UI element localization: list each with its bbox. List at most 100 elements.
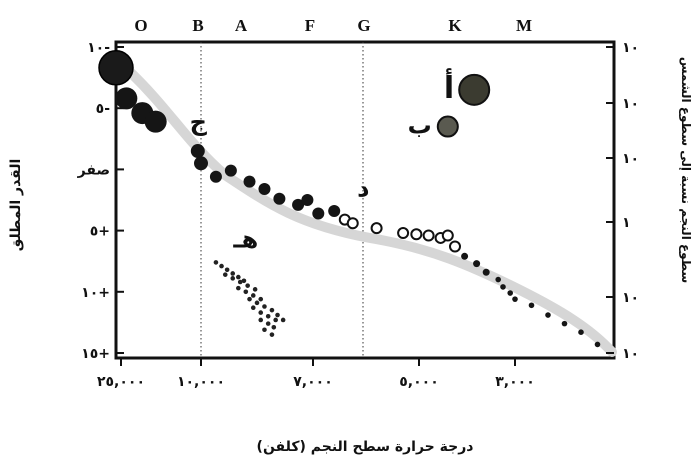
main-sequence-star [312,207,325,220]
white-dwarf-point [269,307,275,313]
white-dwarf-point [250,293,256,298]
region-label: د [357,174,369,202]
main-sequence-star [594,341,601,348]
white-dwarf-point [269,332,275,337]
giant-star [458,73,491,106]
white-dwarf-point [258,296,264,302]
x-tick-label: ٣,٠٠٠ [495,374,535,390]
white-dwarf-point [237,279,243,285]
white-dwarf-point [245,283,250,288]
main-sequence-star [258,182,271,195]
main-sequence-star [507,290,513,296]
region-label: ج [190,108,208,136]
left-tick-label: ٥+ [90,224,110,240]
white-dwarf-point [213,260,219,265]
main-sequence-star [397,227,410,240]
white-dwarf-point [280,317,286,323]
right-axis-title: سطوع النجم نسبة إلى سطوع الشمس [678,57,693,283]
main-sequence-star [449,240,461,253]
main-sequence-star [512,296,518,302]
spectral-class-k: K [448,16,462,35]
spectral-class-g: G [357,16,370,35]
main-sequence-star [500,284,506,290]
main-sequence-star [115,87,138,110]
main-sequence-star [473,260,481,268]
white-dwarf-point [254,300,260,306]
white-dwarf-point [265,313,271,319]
main-sequence-star [346,217,359,230]
white-dwarf-point [250,305,256,311]
main-sequence-star [495,276,502,283]
main-sequence-star [144,110,167,133]
white-dwarf-point [236,274,241,280]
main-sequence-star [224,164,237,177]
spectral-class-m: M [516,16,532,35]
right-tick-label: ١٠ [622,40,639,56]
white-dwarf-point [230,271,236,276]
giant-star-label: ب [408,112,432,140]
white-dwarf-point [252,287,258,292]
spectral-class-f: F [305,16,315,35]
main-sequence-star [482,268,490,276]
white-dwarf-point [262,327,267,333]
white-dwarf-point [222,272,228,277]
x-axis-title: درجة حرارة سطح النجم (كلفن) [257,439,474,455]
left-axis-title: القدر المطلق [8,159,24,252]
main-sequence-star [301,194,314,206]
white-dwarf-point [224,267,230,273]
spectral-class-o: O [134,16,147,35]
spectral-class-a: A [235,16,248,35]
right-tick-label: ١٠ [622,151,639,167]
left-tick-label: ١٠+ [81,285,110,301]
main-sequence-star [98,50,134,86]
main-sequence-star [273,192,286,205]
left-tick-label: ١٠- [87,40,110,56]
main-sequence-star [422,229,435,242]
white-dwarf-point [258,317,264,323]
x-tick-label: ٧,٠٠٠ [293,374,333,390]
main-sequence-band [123,65,617,357]
white-dwarf-point [219,263,224,269]
main-sequence-star [461,252,469,260]
right-tick-label: ١٠ [622,290,639,306]
plot-frame [114,40,616,360]
left-tick-label: صفر [77,162,110,178]
x-tick-label: ١٠,٠٠٠ [177,374,225,390]
white-dwarf-point [265,321,271,326]
giant-star [436,115,459,138]
main-sequence-star [190,144,205,159]
left-tick-label: ٥- [96,101,111,117]
white-dwarf-point [243,289,249,295]
white-dwarf-point [275,312,280,318]
main-sequence-star [441,229,454,242]
main-sequence-star [561,320,568,327]
main-sequence-star [370,222,383,235]
main-sequence-star [545,312,551,318]
white-dwarf-point [258,310,264,315]
right-tick-label: ١ [622,215,631,231]
main-sequence-star [328,205,341,218]
white-dwarf-point [262,304,267,309]
spectral-class-b: B [192,16,203,35]
white-dwarf-point [241,278,247,284]
white-dwarf-point [230,276,236,281]
main-sequence-star [528,302,535,309]
x-tick-label: ٥,٠٠٠ [399,374,439,390]
white-dwarf-point [273,317,278,323]
region-label: هـ [232,226,258,254]
main-sequence-star [194,156,208,171]
left-tick-label: ١٥+ [81,346,110,362]
x-tick-label: ٢٥,٠٠٠ [97,374,145,390]
main-sequence-star [243,175,256,188]
white-dwarf-point [247,296,252,302]
white-dwarf-point [236,285,241,291]
main-sequence-star [292,198,305,211]
main-sequence-star [209,170,222,183]
white-dwarf-point [271,324,277,330]
main-sequence-star [410,228,423,241]
right-tick-label: ١٠ [622,96,639,112]
main-sequence-star [578,329,584,335]
right-tick-label: ١٠ [622,346,639,362]
giant-star-label: أ [444,68,454,106]
